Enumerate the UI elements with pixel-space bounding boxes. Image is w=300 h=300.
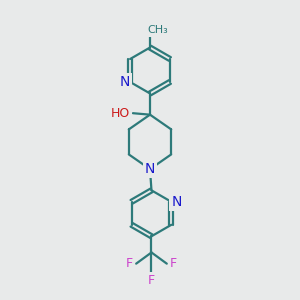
Text: HO: HO [111,107,130,120]
Text: CH₃: CH₃ [148,25,169,35]
Text: F: F [148,274,155,286]
Text: N: N [145,162,155,176]
Text: F: F [126,257,133,270]
Text: F: F [170,257,177,270]
Text: N: N [120,75,130,89]
Text: N: N [172,195,182,209]
